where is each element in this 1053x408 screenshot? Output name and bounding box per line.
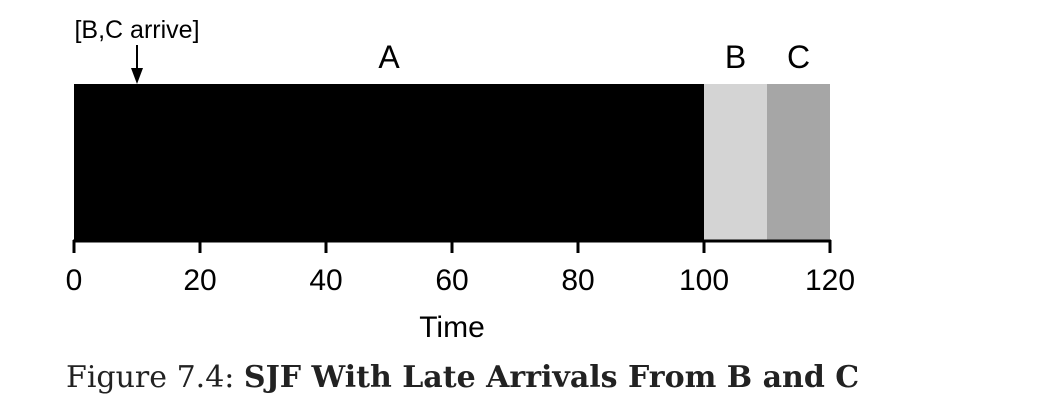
x-tick-label: 100: [679, 264, 729, 297]
x-tick-label: 60: [435, 264, 468, 297]
segment-c: [767, 84, 830, 241]
x-tick-label: 120: [805, 264, 855, 297]
x-tick-label: 20: [183, 264, 216, 297]
segment-b: [704, 84, 767, 241]
caption-prefix: Figure 7.4:: [66, 360, 244, 395]
x-tick-label: 40: [309, 264, 342, 297]
segment-label-b: B: [725, 39, 746, 75]
segments-group: [74, 84, 830, 241]
segment-label-c: C: [787, 39, 810, 75]
x-axis-label: Time: [419, 311, 485, 344]
x-tick-label: 0: [66, 264, 83, 297]
annotation-label: [B,C arrive]: [74, 16, 199, 44]
x-tick-label: 80: [561, 264, 594, 297]
annotations-group: [B,C arrive]: [74, 16, 200, 84]
x-axis: 0 20 40 60 80 100 120: [66, 239, 855, 297]
annotation-arrow-head: [131, 68, 143, 84]
caption-title: SJF With Late Arrivals From B and C: [243, 360, 860, 395]
segment-labels-group: A B C: [378, 39, 810, 75]
figure-caption: Figure 7.4: SJF With Late Arrivals From …: [66, 360, 859, 395]
segment-label-a: A: [378, 39, 400, 75]
segment-a: [74, 84, 704, 241]
